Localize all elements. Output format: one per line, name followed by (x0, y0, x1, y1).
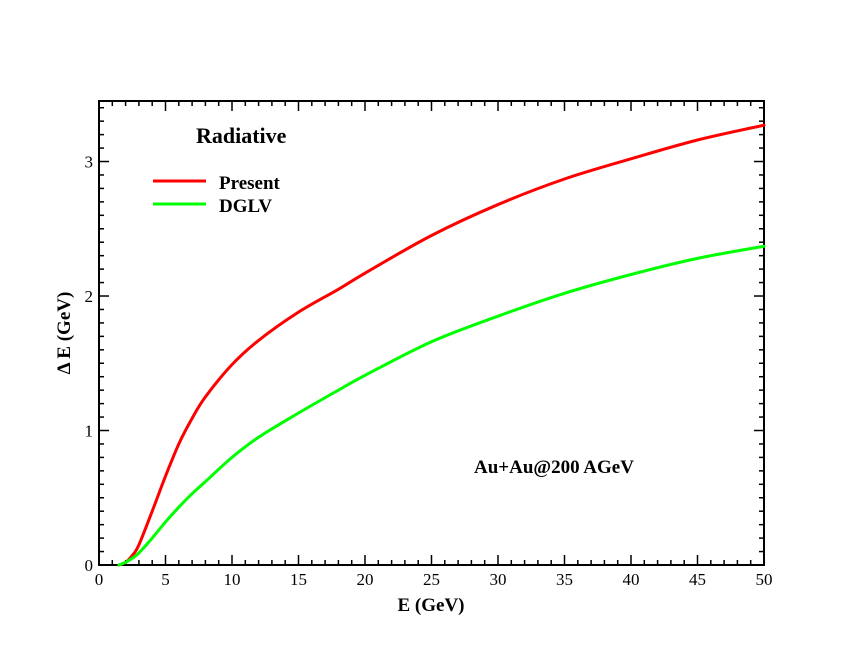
x-tick-label: 30 (490, 570, 507, 589)
legend-title: Radiative (196, 123, 287, 148)
y-tick-label: 1 (85, 422, 94, 441)
x-axis-title: E (GeV) (397, 595, 464, 616)
x-tick-label: 50 (756, 570, 773, 589)
x-tick-label: 15 (290, 570, 307, 589)
tick-labels: 0 5 10 15 20 25 30 35 40 45 50 0 1 2 3 (85, 153, 773, 589)
plot-frame (98, 100, 765, 566)
x-tick-label: 20 (357, 570, 374, 589)
x-tick-label: 45 (689, 570, 706, 589)
x-tick-label: 25 (423, 570, 440, 589)
annotation-collision-system: Au+Au@200 AGeV (474, 457, 634, 478)
x-tick-label: 10 (224, 570, 241, 589)
series-line-dglv (117, 244, 766, 567)
x-tick-label: 0 (95, 570, 104, 589)
y-tick-label: 2 (85, 287, 94, 306)
x-tick-label: 5 (161, 570, 170, 589)
y-axis-title: Δ E (GeV) (54, 292, 75, 375)
series-lines (117, 123, 766, 567)
y-tick-label: 0 (85, 556, 94, 575)
x-tick-label: 35 (556, 570, 573, 589)
ticks (98, 101, 765, 566)
legend-label-present: Present (219, 173, 281, 194)
legend-label-dglv: DGLV (219, 196, 272, 217)
series-line-present (117, 123, 766, 567)
y-tick-label: 3 (85, 153, 94, 172)
x-tick-label: 40 (623, 570, 640, 589)
